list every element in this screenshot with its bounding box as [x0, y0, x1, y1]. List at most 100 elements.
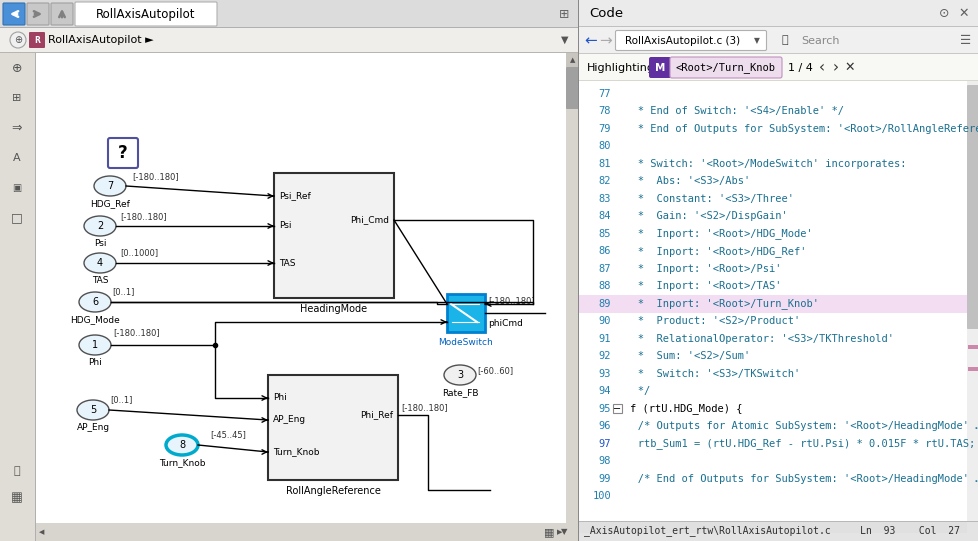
- FancyBboxPatch shape: [447, 294, 484, 332]
- Text: Psi: Psi: [279, 221, 291, 230]
- Text: [0..1000]: [0..1000]: [120, 248, 158, 258]
- Text: ▲: ▲: [569, 57, 575, 63]
- Bar: [578, 295, 966, 313]
- FancyBboxPatch shape: [565, 67, 578, 109]
- Bar: [966, 81, 978, 521]
- Text: *  Inport: '<Root>/TAS': * Inport: '<Root>/TAS': [618, 281, 780, 291]
- Text: ⊙: ⊙: [938, 7, 949, 20]
- Text: *  Abs: '<S3>/Abs': * Abs: '<S3>/Abs': [618, 176, 749, 186]
- Text: 78: 78: [598, 106, 610, 116]
- FancyBboxPatch shape: [3, 3, 25, 25]
- Text: 91: 91: [598, 334, 610, 344]
- Text: ⊕: ⊕: [12, 62, 22, 75]
- Text: Turn_Knob: Turn_Knob: [273, 447, 319, 457]
- Text: 8: 8: [179, 440, 185, 450]
- Ellipse shape: [79, 292, 111, 312]
- Text: 📷: 📷: [14, 466, 21, 476]
- Text: *  Inport: '<Root>/HDG_Ref': * Inport: '<Root>/HDG_Ref': [618, 246, 806, 256]
- Text: 97: 97: [598, 439, 610, 448]
- Text: [-180..180]: [-180..180]: [132, 173, 178, 181]
- Text: ‹: ‹: [819, 60, 824, 75]
- Bar: [578, 0, 978, 27]
- Text: ▶: ▶: [556, 529, 562, 535]
- Text: ←: ←: [584, 33, 597, 48]
- Bar: [967, 367, 977, 371]
- Bar: [36, 523, 565, 541]
- Text: phiCmd: phiCmd: [487, 320, 522, 328]
- Text: ▣: ▣: [13, 183, 22, 193]
- Text: HeadingMode: HeadingMode: [300, 304, 367, 314]
- Bar: [565, 53, 578, 541]
- FancyBboxPatch shape: [966, 85, 978, 329]
- FancyBboxPatch shape: [648, 57, 670, 78]
- Bar: [578, 27, 978, 54]
- Text: [-180..180]: [-180..180]: [120, 213, 166, 221]
- Text: TAS: TAS: [92, 276, 109, 285]
- Text: TAS: TAS: [279, 259, 295, 267]
- Text: [0..1]: [0..1]: [110, 395, 132, 405]
- Ellipse shape: [94, 176, 126, 196]
- Text: 88: 88: [598, 281, 610, 291]
- Text: [-45..45]: [-45..45]: [210, 431, 245, 439]
- Text: ⊕: ⊕: [14, 35, 22, 45]
- Text: 79: 79: [598, 124, 610, 134]
- FancyBboxPatch shape: [268, 375, 398, 480]
- FancyBboxPatch shape: [108, 138, 138, 168]
- Text: 100: 100: [592, 491, 610, 502]
- FancyBboxPatch shape: [615, 30, 766, 50]
- Text: →: →: [599, 33, 612, 48]
- Text: */: */: [618, 386, 649, 396]
- Text: <Root>/Turn_Knob: <Root>/Turn_Knob: [676, 62, 776, 73]
- Text: Rate_FB: Rate_FB: [441, 388, 478, 397]
- Text: * End of Outputs for SubSystem: '<Root>/RollAngleRefere…: * End of Outputs for SubSystem: '<Root>/…: [618, 124, 978, 134]
- Text: ⊞: ⊞: [13, 93, 22, 103]
- Text: 4: 4: [97, 258, 103, 268]
- FancyBboxPatch shape: [51, 3, 73, 25]
- Text: f (rtU.HDG_Mode) {: f (rtU.HDG_Mode) {: [630, 403, 741, 414]
- Text: /* End of Outputs for SubSystem: '<Root>/HeadingMode' …: /* End of Outputs for SubSystem: '<Root>…: [618, 474, 978, 484]
- Text: 98: 98: [598, 456, 610, 466]
- Text: RollAxisAutopilot ►: RollAxisAutopilot ►: [48, 35, 154, 45]
- Text: ModeSwitch: ModeSwitch: [438, 338, 493, 347]
- Text: 95: 95: [598, 404, 610, 414]
- Text: /* Outputs for Atomic SubSystem: '<Root>/HeadingMode' …: /* Outputs for Atomic SubSystem: '<Root>…: [618, 421, 978, 431]
- Text: 96: 96: [598, 421, 610, 431]
- Bar: [0, 27, 578, 28]
- Bar: [577, 0, 578, 541]
- Text: [-180..180]: [-180..180]: [487, 296, 534, 306]
- Bar: [578, 53, 978, 54]
- Text: 93: 93: [598, 369, 610, 379]
- Text: _AxisAutopilot_ert_rtw\RollAxisAutopilot.c     Ln  93    Col  27: _AxisAutopilot_ert_rtw\RollAxisAutopilot…: [584, 525, 959, 537]
- Text: Psi_Ref: Psi_Ref: [279, 192, 310, 201]
- FancyBboxPatch shape: [274, 173, 393, 298]
- Text: Psi: Psi: [94, 239, 107, 248]
- Text: 80: 80: [598, 141, 610, 151]
- Text: RollAxisAutopilot.c (3): RollAxisAutopilot.c (3): [625, 36, 739, 45]
- Text: 7: 7: [107, 181, 113, 191]
- Text: 90: 90: [598, 316, 610, 326]
- Text: −: −: [613, 404, 621, 414]
- Text: ›: ›: [832, 60, 838, 75]
- Text: *  RelationalOperator: '<S3>/TKThreshold': * RelationalOperator: '<S3>/TKThreshold': [618, 334, 893, 344]
- Text: 89: 89: [598, 299, 610, 309]
- Bar: [578, 81, 966, 521]
- Text: *  Inport: '<Root>/Turn_Knob': * Inport: '<Root>/Turn_Knob': [618, 298, 819, 309]
- Text: 🔍: 🔍: [780, 36, 787, 45]
- Text: ⇒: ⇒: [12, 122, 22, 135]
- Text: AP_Eng: AP_Eng: [273, 415, 306, 425]
- Text: rtb_Sum1 = (rtU.HDG_Ref - rtU.Psi) * 0.015F * rtU.TAS;: rtb_Sum1 = (rtU.HDG_Ref - rtU.Psi) * 0.0…: [618, 438, 974, 449]
- Text: 1: 1: [92, 340, 98, 350]
- Bar: [578, 521, 978, 522]
- Text: *  Gain: '<S2>/DispGain': * Gain: '<S2>/DispGain': [618, 211, 787, 221]
- Text: Code: Code: [589, 7, 622, 20]
- Ellipse shape: [166, 435, 198, 455]
- Text: Highlighting:: Highlighting:: [587, 63, 658, 72]
- Text: RollAngleReference: RollAngleReference: [286, 486, 380, 496]
- Text: 2: 2: [97, 221, 103, 231]
- Text: ⊞: ⊞: [558, 8, 568, 21]
- Text: 92: 92: [598, 351, 610, 361]
- Ellipse shape: [84, 216, 115, 236]
- Bar: [578, 80, 978, 81]
- Text: ◀: ◀: [39, 529, 45, 535]
- Text: □: □: [11, 212, 22, 225]
